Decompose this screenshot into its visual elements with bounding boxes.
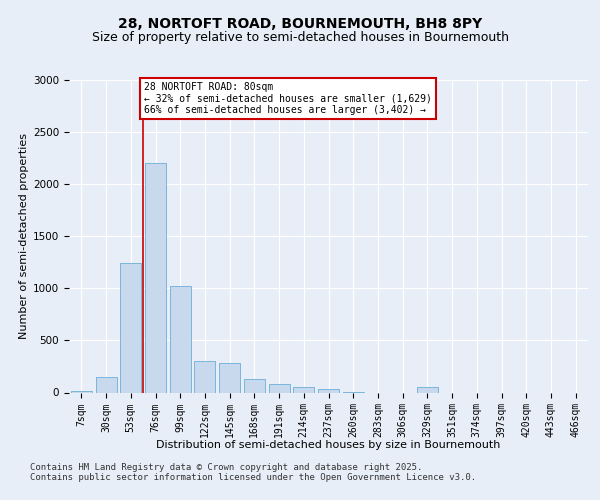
Bar [170,286,191,393]
Bar [318,389,339,392]
Text: Contains HM Land Registry data © Crown copyright and database right 2025.
Contai: Contains HM Land Registry data © Crown c… [30,462,476,482]
Bar [417,388,438,392]
Bar [120,264,141,392]
Text: Size of property relative to semi-detached houses in Bournemouth: Size of property relative to semi-detach… [91,31,509,44]
Text: 28 NORTOFT ROAD: 80sqm
← 32% of semi-detached houses are smaller (1,629)
66% of : 28 NORTOFT ROAD: 80sqm ← 32% of semi-det… [145,82,432,116]
Text: 28, NORTOFT ROAD, BOURNEMOUTH, BH8 8PY: 28, NORTOFT ROAD, BOURNEMOUTH, BH8 8PY [118,18,482,32]
Bar [269,384,290,392]
Bar [145,164,166,392]
Bar [71,390,92,392]
Y-axis label: Number of semi-detached properties: Number of semi-detached properties [19,133,29,339]
Bar [244,379,265,392]
Bar [95,377,116,392]
Bar [219,364,240,392]
Bar [293,387,314,392]
Bar [194,361,215,392]
X-axis label: Distribution of semi-detached houses by size in Bournemouth: Distribution of semi-detached houses by … [157,440,500,450]
